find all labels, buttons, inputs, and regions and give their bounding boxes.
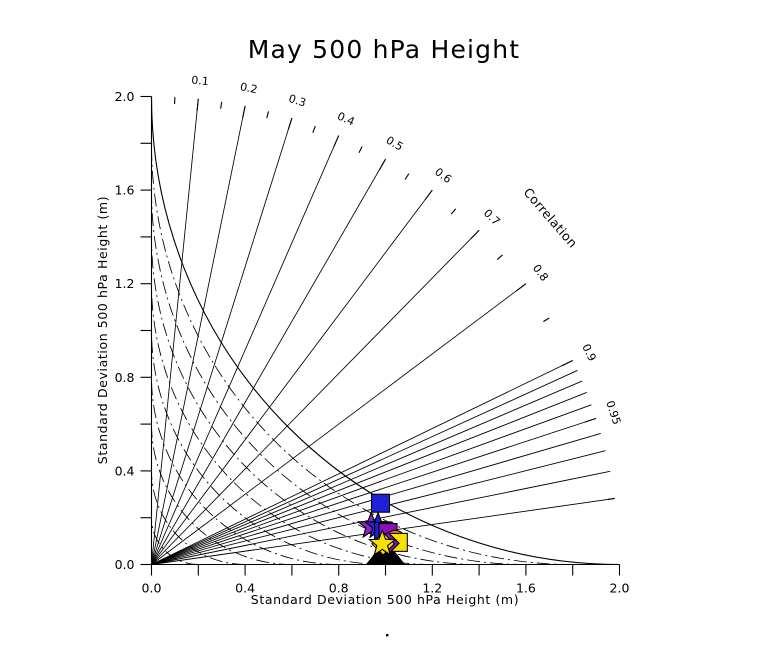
correlation-radial-line [151,404,592,565]
std-dev-arc [151,424,292,565]
correlation-tick [358,146,363,154]
x-tick-label: 0.8 [329,581,349,596]
correlation-radial-line [151,229,480,565]
std-dev-arc [151,283,433,565]
std-dev-arc [151,330,386,565]
x-axis-tick-labels: 0.0 0.4 0.8 1.2 1.6 2.0 [142,581,630,596]
correlation-tick-label: 0.5 [384,134,406,154]
chart-title: May 500 hPa Height [248,35,521,64]
correlation-tick [333,135,340,147]
correlation-radial-line [151,117,293,565]
x-tick-label: 2.0 [610,581,630,596]
correlation-radial-line [151,105,246,565]
correlation-radial-line [151,392,587,565]
y-axis-ticks [140,95,152,566]
correlation-tick-label: 0.9 [579,342,598,363]
correlation-tick-labels: 0.1 0.2 0.3 0.4 0.5 0.6 0.7 0.8 0.9 0.95 [191,74,623,427]
correlation-tick-label: 0.2 [239,80,259,96]
data-markers [356,493,408,565]
correlation-tick [543,317,550,323]
correlation-radial-line [151,158,386,565]
correlation-radial-line [151,417,597,565]
correlation-tick [470,229,480,240]
correlation-radial-line [151,135,340,565]
correlation-tick [450,208,457,215]
correlation-tick [404,173,410,180]
correlation-tick-label: 0.7 [481,207,503,229]
correlation-ticks [174,97,615,501]
y-tick-label: 2.0 [115,89,135,104]
correlation-tick [607,497,615,501]
correlation-tick [561,360,573,367]
outer-boundary-arc [150,96,620,566]
correlation-radial-line [151,98,199,565]
correlation-radial-line [151,470,611,565]
std-dev-arc [151,377,339,565]
std-dev-arc [151,143,573,565]
correlation-tick [515,283,527,292]
correlation-tick [379,158,386,170]
correlation-tick [196,98,199,111]
correlation-tick [220,101,223,109]
star-marker [367,528,397,556]
correlation-tick [496,254,503,260]
y-tick-label: 0.0 [115,557,135,572]
data-marker [370,493,391,513]
correlation-radial-line [151,189,433,565]
correlation-radial-line [151,380,583,565]
std-dev-arc [151,190,526,565]
correlation-tick-label: 0.4 [335,110,356,129]
x-tick-label: 1.6 [516,581,536,596]
x-axis-ticks [150,564,621,576]
correlation-tick [584,417,597,423]
std-dev-arc [151,236,480,565]
x-tick-label: 0.0 [142,581,162,596]
correlation-radial-line [151,370,578,565]
square-marker [370,493,391,513]
correlation-tick [266,111,270,119]
correlation-tick [424,189,433,201]
correlation-tick-label: 0.6 [432,165,454,186]
y-axis-tick-labels: 0.0 0.4 0.8 1.2 1.6 2.0 [115,89,135,572]
correlation-tick [287,117,293,130]
std-dev-arc [151,517,199,565]
correlation-tick-label: 0.3 [287,92,308,110]
y-tick-label: 1.6 [115,183,135,198]
data-marker [367,528,397,556]
correlation-tick [312,125,316,133]
correlation-tick-label: 0.1 [191,74,210,89]
y-axis-label: Standard Deviation 500 hPa Height (m) [95,196,110,464]
correlation-radial-line [151,360,573,565]
x-tick-label: 0.4 [235,581,255,596]
outer-arc [150,96,620,566]
stray-dot [386,634,389,637]
correlation-tick-label: 0.8 [530,262,551,284]
y-tick-label: 0.4 [115,463,135,478]
correlation-tick-label: 0.95 [603,399,623,426]
y-tick-label: 1.2 [115,276,135,291]
correlation-tick [242,105,246,118]
x-axis-label: Standard Deviation 500 hPa Height (m) [251,592,519,607]
x-tick-label: 1.2 [422,581,442,596]
correlation-radial-lines [151,98,615,565]
correlation-radial-line [151,283,527,565]
correlation-axis-label: Correlation [521,185,581,251]
y-tick-label: 0.8 [115,370,135,385]
std-dev-arcs [151,143,573,565]
